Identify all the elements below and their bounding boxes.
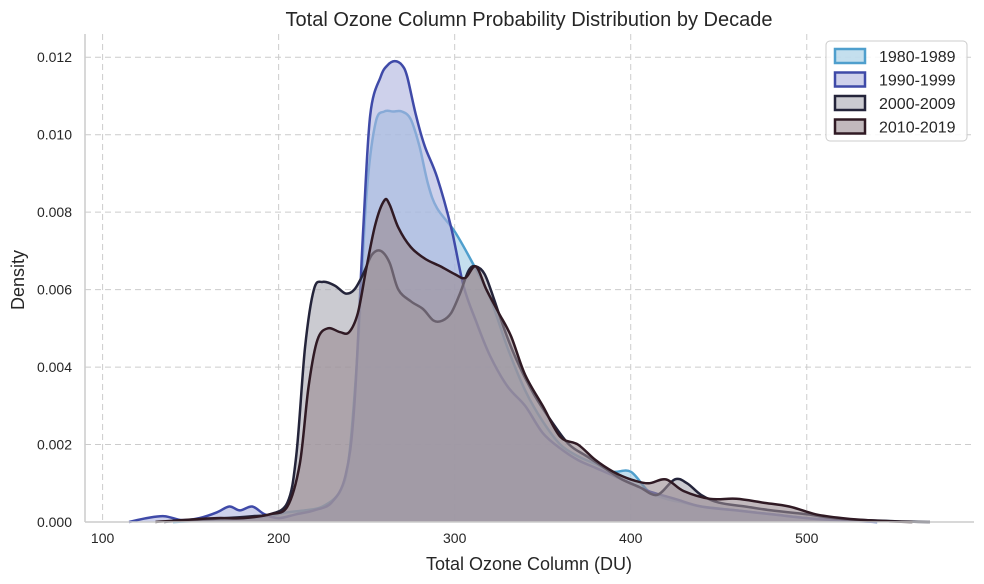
x-tick-label: 500 bbox=[795, 530, 819, 546]
x-tick-label: 100 bbox=[91, 530, 115, 546]
density-areas bbox=[128, 59, 931, 524]
density-fill-2010-2019 bbox=[155, 199, 913, 522]
y-tick-label: 0.010 bbox=[37, 127, 72, 143]
legend-label: 2010-2019 bbox=[879, 120, 956, 137]
y-tick-labels: 0.000 0.002 0.004 0.006 0.008 0.010 0.012 bbox=[37, 49, 72, 530]
legend-swatch bbox=[833, 94, 867, 112]
chart-title: Total Ozone Column Probability Distribut… bbox=[286, 9, 773, 31]
y-tick-label: 0.000 bbox=[37, 514, 72, 530]
legend: 1980-1989 1990-1999 2000-2009 2010-2019 bbox=[825, 40, 968, 142]
legend-box bbox=[825, 40, 968, 142]
y-tick-label: 0.004 bbox=[37, 359, 72, 375]
x-tick-label: 400 bbox=[619, 530, 643, 546]
y-tick-label: 0.008 bbox=[37, 204, 72, 220]
y-axis-label: Density bbox=[8, 250, 28, 310]
y-tick-label: 0.002 bbox=[37, 437, 72, 453]
x-tick-labels: 100 200 300 400 500 bbox=[91, 530, 819, 546]
legend-swatch bbox=[833, 118, 867, 135]
y-tick-label: 0.012 bbox=[37, 49, 72, 65]
legend-swatch bbox=[833, 47, 867, 65]
x-axis-label: Total Ozone Column (DU) bbox=[426, 554, 632, 574]
legend-label: 1980-1989 bbox=[879, 49, 956, 66]
axes bbox=[84, 34, 974, 523]
x-tick-label: 200 bbox=[267, 530, 291, 546]
y-tick-label: 0.006 bbox=[37, 282, 72, 298]
legend-label: 2000-2009 bbox=[879, 96, 956, 113]
density-line-2010-2019 bbox=[155, 197, 913, 524]
x-tick-label: 300 bbox=[443, 530, 467, 546]
legend-swatch bbox=[833, 71, 867, 88]
legend-label: 1990-1999 bbox=[879, 73, 956, 90]
